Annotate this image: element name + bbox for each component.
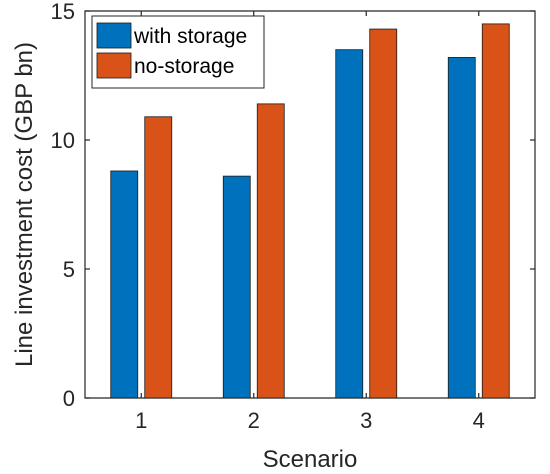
legend-label: with storage xyxy=(133,25,247,48)
legend-swatch-no-storage xyxy=(96,52,132,79)
legend-items: with storage no-storage xyxy=(96,22,247,79)
bar-no-storage-1 xyxy=(144,116,173,399)
bar-no-storage-4 xyxy=(481,23,510,399)
plot-area: 0 5 10 15 1 2 3 4 xyxy=(51,0,536,433)
x-tick-label: 3 xyxy=(360,408,372,433)
y-tick-label: 5 xyxy=(63,257,75,282)
bar-with-storage-1 xyxy=(110,170,139,399)
bar-with-storage-4 xyxy=(447,57,476,399)
y-axis-ticks: 0 5 10 15 xyxy=(51,0,535,411)
x-axis-label: Scenario xyxy=(263,446,358,473)
x-tick-label: 2 xyxy=(248,408,260,433)
y-tick-label: 0 xyxy=(63,386,75,411)
y-tick-label: 15 xyxy=(51,0,75,24)
bar-with-storage-2 xyxy=(222,175,251,399)
legend: with storage no-storage xyxy=(91,15,265,89)
bars-group xyxy=(110,23,510,399)
x-tick-label: 4 xyxy=(473,408,485,433)
legend-swatch-with-storage xyxy=(96,22,132,49)
x-tick-label: 1 xyxy=(135,408,147,433)
y-tick-label: 10 xyxy=(51,128,75,153)
legend-label: no-storage xyxy=(134,55,234,78)
x-axis-ticks: 1 2 3 4 xyxy=(135,11,485,433)
bar-with-storage-3 xyxy=(335,49,364,399)
bar-no-storage-2 xyxy=(256,103,285,399)
bar-no-storage-3 xyxy=(369,28,398,399)
y-axis-label: Line investment cost (GBP bn) xyxy=(11,42,38,367)
